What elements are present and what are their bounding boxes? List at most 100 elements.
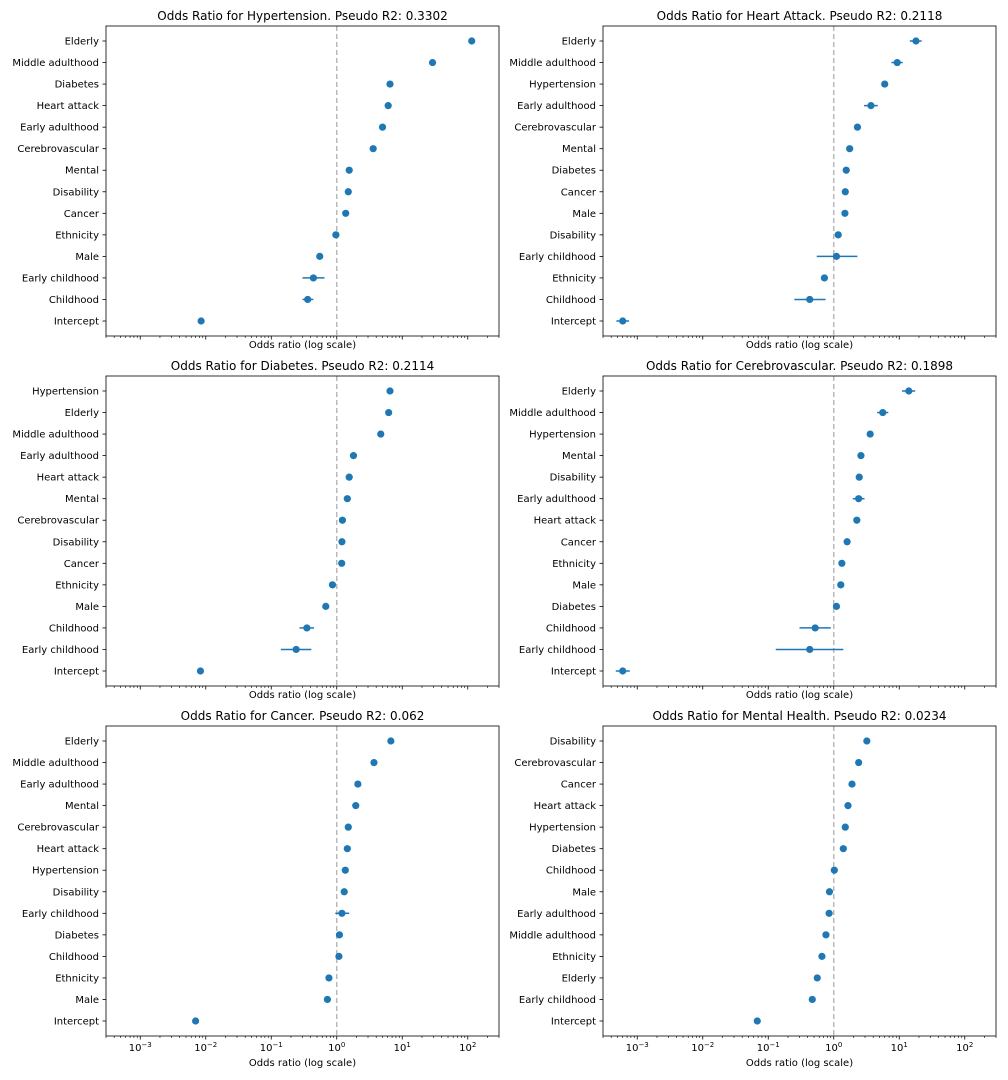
category-label: Elderly <box>65 408 99 419</box>
category-label: Mental <box>562 144 596 155</box>
data-point <box>837 581 845 589</box>
x-tick-label: 100 <box>825 1041 842 1054</box>
data-point <box>322 602 330 610</box>
data-point <box>879 408 887 417</box>
chart-title: Odds Ratio for Cancer. Pseudo R2: 0.062 <box>181 709 425 723</box>
category-label: Early adulthood <box>517 909 596 920</box>
data-point <box>345 166 353 174</box>
category-label: Elderly <box>562 37 596 48</box>
data-point <box>857 452 865 460</box>
category-label: Early childhood <box>519 645 596 656</box>
x-tick-label: 100 <box>328 1041 345 1054</box>
category-label: Childhood <box>49 623 99 634</box>
category-label: Intercept <box>54 317 99 328</box>
category-label: Mental <box>65 166 99 177</box>
category-label: Ethnicity <box>552 559 596 570</box>
x-tick-label: 10−2 <box>194 1041 217 1054</box>
category-label: Disability <box>53 537 99 548</box>
data-point <box>352 802 360 810</box>
data-point <box>335 952 343 960</box>
category-label: Hypertension <box>529 430 596 441</box>
x-tick-label: 10−1 <box>757 1041 780 1054</box>
category-label: Hypertension <box>32 387 99 398</box>
category-label: Heart attack <box>37 101 100 112</box>
data-point <box>387 737 395 745</box>
category-label: Middle adulthood <box>12 758 99 769</box>
data-point <box>369 145 377 153</box>
data-point <box>292 645 300 654</box>
data-point <box>818 952 826 960</box>
category-label: Ethnicity <box>55 230 99 241</box>
chart-panel: Odds Ratio for Mental Health. Pseudo R2:… <box>509 709 997 1069</box>
data-point <box>349 452 358 460</box>
data-point <box>841 823 849 831</box>
data-point <box>386 80 394 88</box>
data-point <box>825 909 833 917</box>
chart-title: Odds Ratio for Heart Attack. Pseudo R2: … <box>657 9 943 23</box>
data-point <box>384 102 392 110</box>
data-point <box>830 866 838 874</box>
category-label: Ethnicity <box>55 580 99 591</box>
category-label: Intercept <box>54 1017 99 1028</box>
category-label: Middle adulthood <box>509 408 596 419</box>
data-point <box>843 538 851 546</box>
category-label: Middle adulthood <box>12 58 99 69</box>
data-point <box>340 888 348 896</box>
x-axis-label: Odds ratio (log scale) <box>746 690 853 701</box>
category-label: Ethnicity <box>55 973 99 984</box>
category-label: Ethnicity <box>552 952 596 963</box>
x-tick-label: 10−1 <box>260 1041 283 1054</box>
category-label: Childhood <box>49 295 99 306</box>
chart-panel: Odds Ratio for Hypertension. Pseudo R2: … <box>12 9 500 351</box>
data-point <box>619 667 627 675</box>
category-label: Childhood <box>546 866 596 877</box>
data-point <box>834 231 842 239</box>
x-tick-label: 101 <box>394 1041 411 1054</box>
category-label: Intercept <box>551 667 596 678</box>
category-label: Male <box>75 602 99 613</box>
category-label: Heart attack <box>37 473 100 484</box>
data-point <box>343 845 351 853</box>
category-label: Early adulthood <box>20 780 99 791</box>
category-label: Elderly <box>65 737 99 748</box>
data-point <box>354 780 362 788</box>
x-axis-label: Odds ratio (log scale) <box>249 690 356 701</box>
data-point <box>848 780 856 788</box>
data-point <box>855 495 863 503</box>
category-label: Diabetes <box>552 166 596 177</box>
x-axis-label: Odds ratio (log scale) <box>746 340 853 351</box>
category-label: Disability <box>550 737 596 748</box>
plot-frame <box>105 725 500 1037</box>
chart-title: Odds Ratio for Mental Health. Pseudo R2:… <box>652 709 946 723</box>
data-point <box>841 209 849 217</box>
category-label: Mental <box>65 801 99 812</box>
category-label: Early childhood <box>22 909 99 920</box>
data-point <box>866 430 874 438</box>
x-tick-label: 10−3 <box>129 1041 152 1054</box>
data-point <box>863 737 871 745</box>
category-label: Elderly <box>562 387 596 398</box>
category-label: Male <box>572 580 596 591</box>
data-point <box>846 145 854 153</box>
chart-panel: Odds Ratio for Heart Attack. Pseudo R2: … <box>509 9 997 351</box>
category-label: Early adulthood <box>20 451 99 462</box>
data-point <box>342 209 350 217</box>
category-label: Hypertension <box>32 866 99 877</box>
data-point <box>303 624 311 632</box>
x-tick-label: 102 <box>459 1041 476 1054</box>
category-label: Early adulthood <box>517 101 596 112</box>
data-point <box>309 274 317 282</box>
category-label: Cancer <box>561 537 597 548</box>
x-axis-label: Odds ratio (log scale) <box>746 1058 853 1069</box>
data-point <box>197 317 205 325</box>
category-label: Male <box>572 209 596 220</box>
category-label: Diabetes <box>55 80 99 91</box>
data-point <box>341 866 349 874</box>
category-label: Early adulthood <box>517 494 596 505</box>
data-point <box>841 188 849 196</box>
category-label: Childhood <box>546 623 596 634</box>
data-point <box>304 295 312 304</box>
data-point <box>325 974 333 982</box>
category-label: Cancer <box>64 559 100 570</box>
data-point <box>912 37 920 45</box>
